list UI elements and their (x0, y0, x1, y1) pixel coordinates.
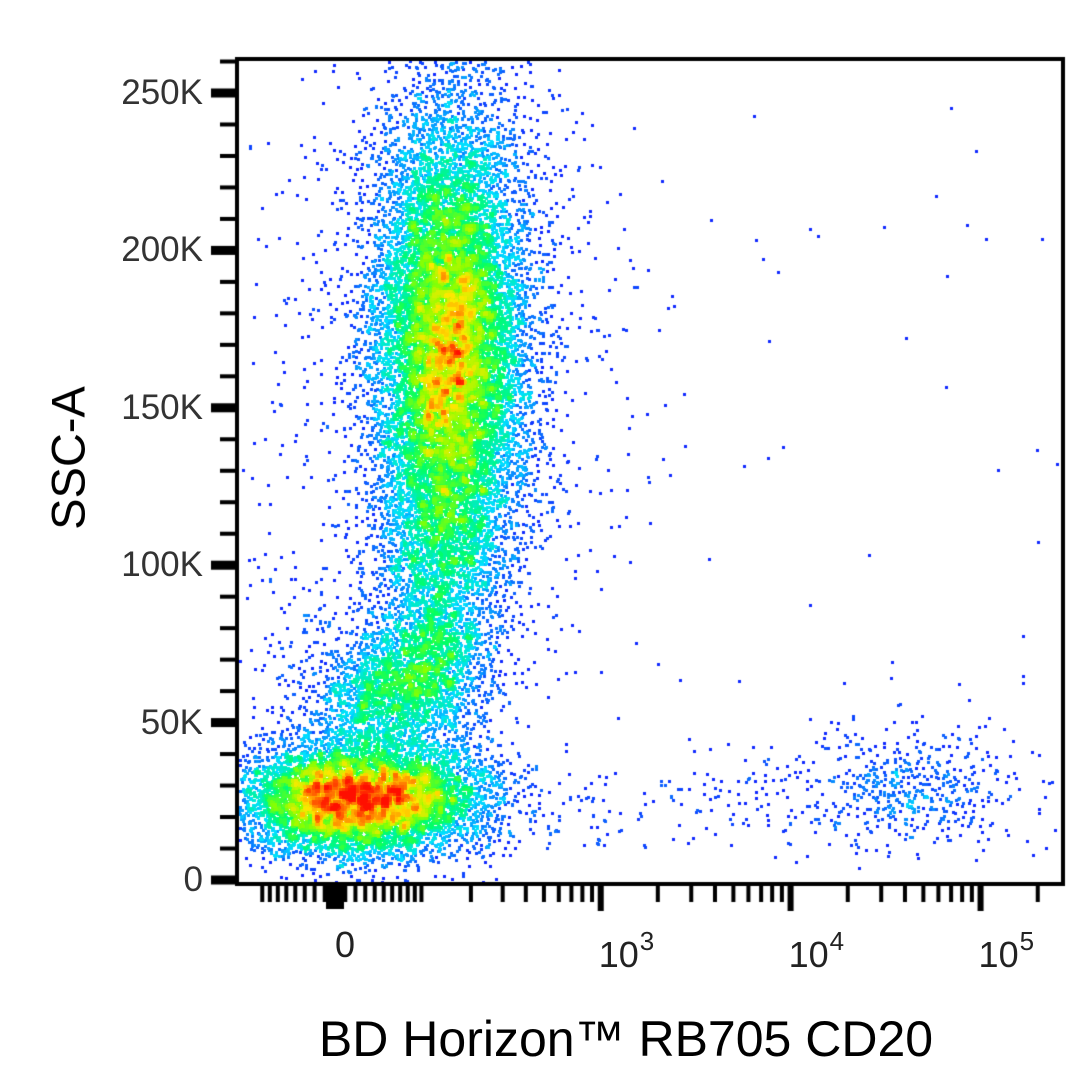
x-tick-label: 103 (598, 926, 655, 975)
y-tick-label: 150K (121, 387, 203, 427)
x-tick-label: 105 (978, 926, 1035, 975)
y-tick-label: 0 (183, 860, 203, 899)
y-tick-label: 100K (121, 545, 203, 585)
x-tick-label: 0 (334, 924, 356, 965)
y-tick-label: 250K (121, 73, 203, 112)
x-tick-label: 104 (788, 926, 845, 975)
y-tick-label: 200K (121, 230, 203, 270)
y-tick-label: 50K (140, 702, 203, 742)
x-axis-title: BD Horizon™ RB705 CD20 (318, 1011, 934, 1067)
